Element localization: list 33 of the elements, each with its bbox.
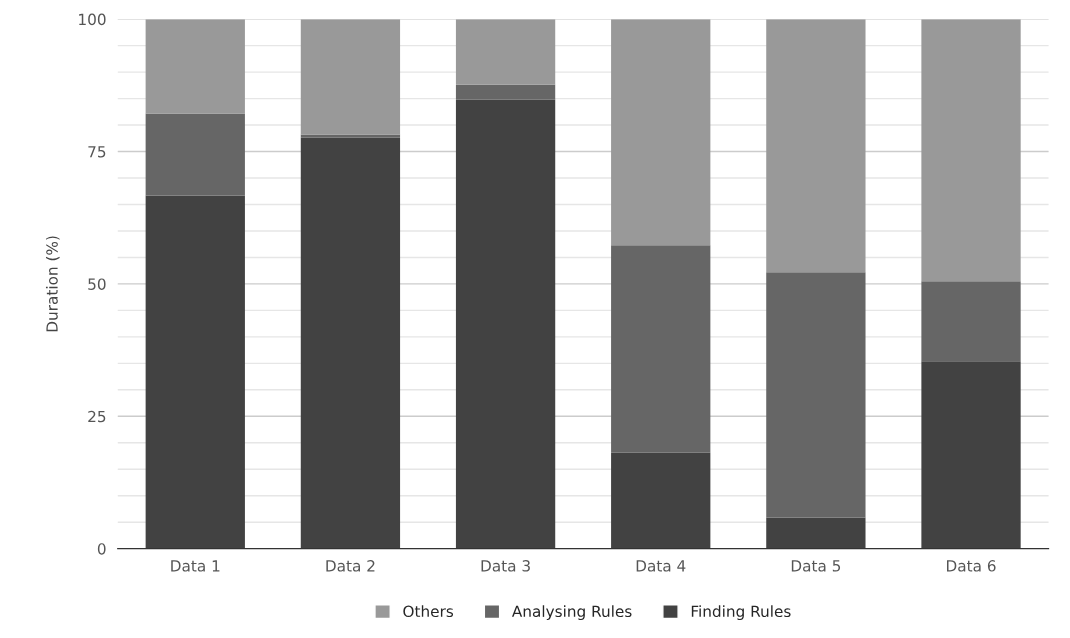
bar <box>766 272 866 518</box>
bar <box>766 517 866 549</box>
x-tick-label: Data 1 <box>171 560 220 572</box>
x-tick-label: Data 2 <box>326 560 375 572</box>
y-tick-label: 0 <box>97 543 106 555</box>
legend-label: Others <box>403 605 454 618</box>
bar <box>300 134 401 138</box>
x-tick-label: Data 4 <box>636 560 686 572</box>
x-tick-label: Data 3 <box>481 560 530 572</box>
y-axis-title: Duration (%) <box>45 236 60 332</box>
bar <box>611 245 711 453</box>
bar <box>455 19 556 85</box>
bar <box>300 137 401 549</box>
legend-label: Finding Rules <box>691 605 791 621</box>
bar <box>921 361 1021 549</box>
y-tick-label: 75 <box>88 146 106 158</box>
bar <box>766 19 866 273</box>
bar <box>145 19 245 114</box>
y-tick-label: 100 <box>79 13 106 26</box>
bar <box>921 281 1021 362</box>
bar <box>611 452 711 549</box>
x-tick-label: Data 6 <box>947 560 996 572</box>
bar <box>921 19 1021 282</box>
bar <box>145 195 245 549</box>
bar <box>300 19 401 135</box>
bar <box>455 99 556 549</box>
bar <box>145 113 245 196</box>
x-tick-label: Data 5 <box>791 560 841 572</box>
y-tick-label: 25 <box>88 410 106 423</box>
bar <box>455 84 556 100</box>
bar <box>611 19 711 246</box>
legend-label: Analysing Rules <box>511 605 632 621</box>
y-tick-label: 50 <box>88 278 106 290</box>
